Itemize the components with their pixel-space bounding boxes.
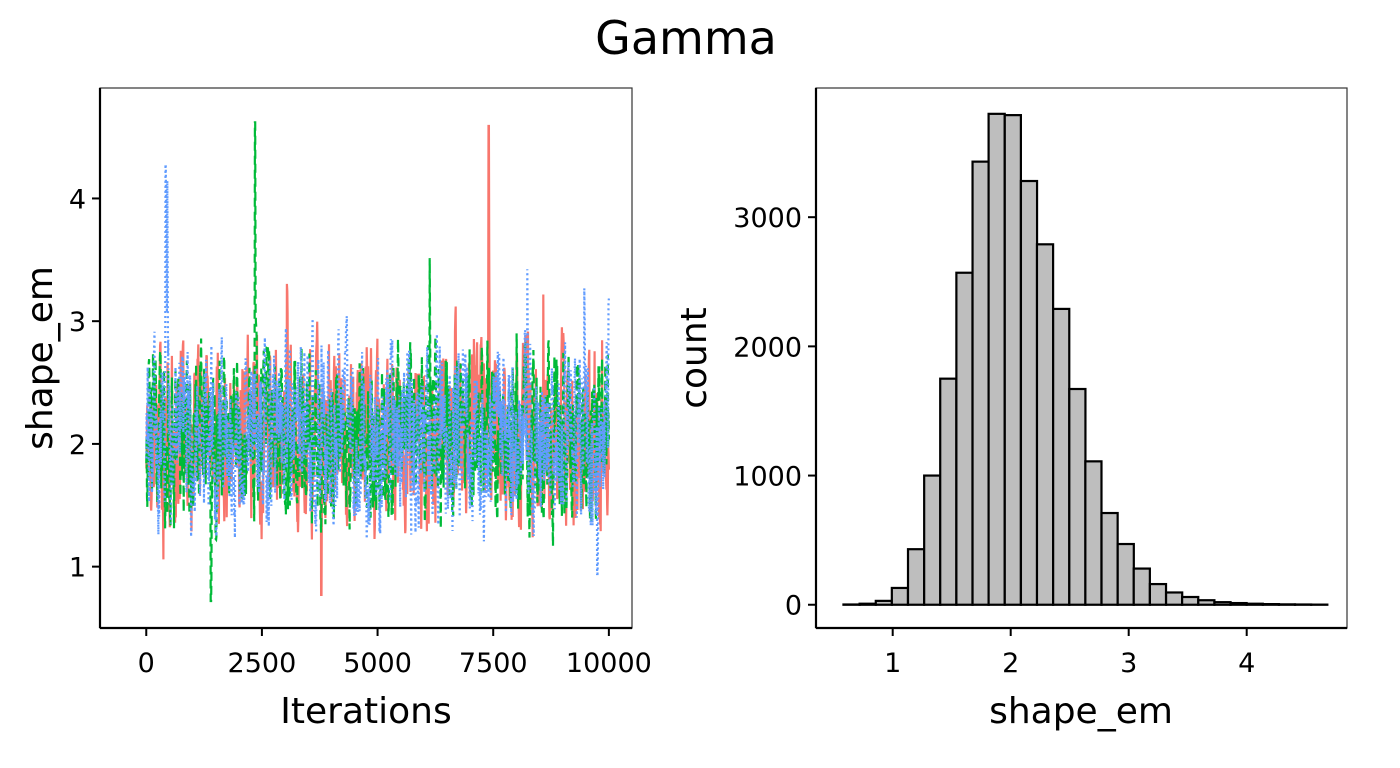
histogram-bar: [1213, 601, 1232, 606]
histogram-bar: [1052, 307, 1071, 606]
histogram-y-tick-label: 0: [785, 591, 802, 622]
histogram-y-tick-label: 2000: [733, 332, 802, 363]
figure-title: Gamma: [595, 11, 777, 65]
trace-plot-panel: 0 2500 5000 7500 10000 1 2 3 4 Iterations shape…: [20, 87, 652, 732]
trace-x-tick-label: 2500: [228, 648, 297, 679]
histogram-bar: [1084, 460, 1103, 606]
trace-x-tick-label: 7500: [459, 648, 528, 679]
trace-x-tick-label: 0: [138, 648, 155, 679]
histogram-bar: [939, 377, 958, 606]
histogram-bar: [955, 271, 974, 606]
histogram-bar: [1164, 591, 1184, 606]
trace-y-tick-label: 1: [69, 553, 86, 584]
histogram-bar: [1068, 387, 1087, 606]
trace-y-tick-label: 2: [69, 430, 86, 461]
trace-y-axis-title: shape_em: [20, 266, 61, 450]
histogram-bar: [987, 112, 1006, 606]
histogram-y-tick-label: 1000: [733, 462, 802, 493]
histogram-bar: [906, 548, 926, 606]
trace-x-tick-label: 10000: [566, 648, 652, 679]
histogram-x-tick-label: 1: [884, 648, 901, 679]
histogram-bar: [1019, 179, 1039, 606]
histogram-bar: [1100, 511, 1119, 606]
histogram-bars: [842, 112, 1329, 606]
trace-x-axis-title: Iterations: [280, 691, 451, 732]
histogram-bar: [1197, 599, 1216, 606]
histogram-bar: [1116, 542, 1135, 606]
histogram-bar: [1245, 602, 1264, 606]
histogram-bar: [1181, 595, 1200, 606]
histogram-y-tick-label: 3000: [733, 203, 802, 234]
histogram-bar: [1148, 582, 1168, 606]
histogram-x-axis-title: shape_em: [989, 691, 1173, 732]
histogram-bar: [1229, 601, 1248, 606]
trace-y-ticks: 1 2 3 4: [69, 184, 100, 584]
histogram-bar: [890, 586, 910, 606]
histogram-panel: 1 2 3 4 0 1000 2000 3000 shape_em count: [674, 87, 1348, 732]
histogram-x-tick-label: 4: [1238, 648, 1255, 679]
trace-series-line: [145, 165, 610, 576]
trace-x-ticks: 0 2500 5000 7500 10000: [138, 628, 652, 679]
histogram-bar: [1035, 243, 1055, 606]
histogram-y-ticks: 0 1000 2000 3000: [733, 203, 816, 622]
histogram-bar: [858, 602, 877, 606]
trace-x-tick-label: 5000: [343, 648, 412, 679]
histogram-x-tick-label: 3: [1120, 648, 1137, 679]
histogram-bar: [1003, 114, 1022, 606]
histogram-bar: [874, 599, 894, 606]
histogram-x-tick-label: 2: [1002, 648, 1019, 679]
trace-y-tick-label: 4: [69, 184, 86, 215]
histogram-x-ticks: 1 2 3 4: [884, 628, 1255, 679]
histogram-bar: [1132, 567, 1151, 606]
histogram-bar: [923, 474, 942, 606]
histogram-bar: [971, 160, 990, 606]
histogram-bar: [1261, 603, 1281, 606]
trace-y-tick-label: 3: [69, 307, 86, 338]
histogram-y-axis-title: count: [674, 307, 715, 409]
trace-lines: [145, 121, 610, 603]
